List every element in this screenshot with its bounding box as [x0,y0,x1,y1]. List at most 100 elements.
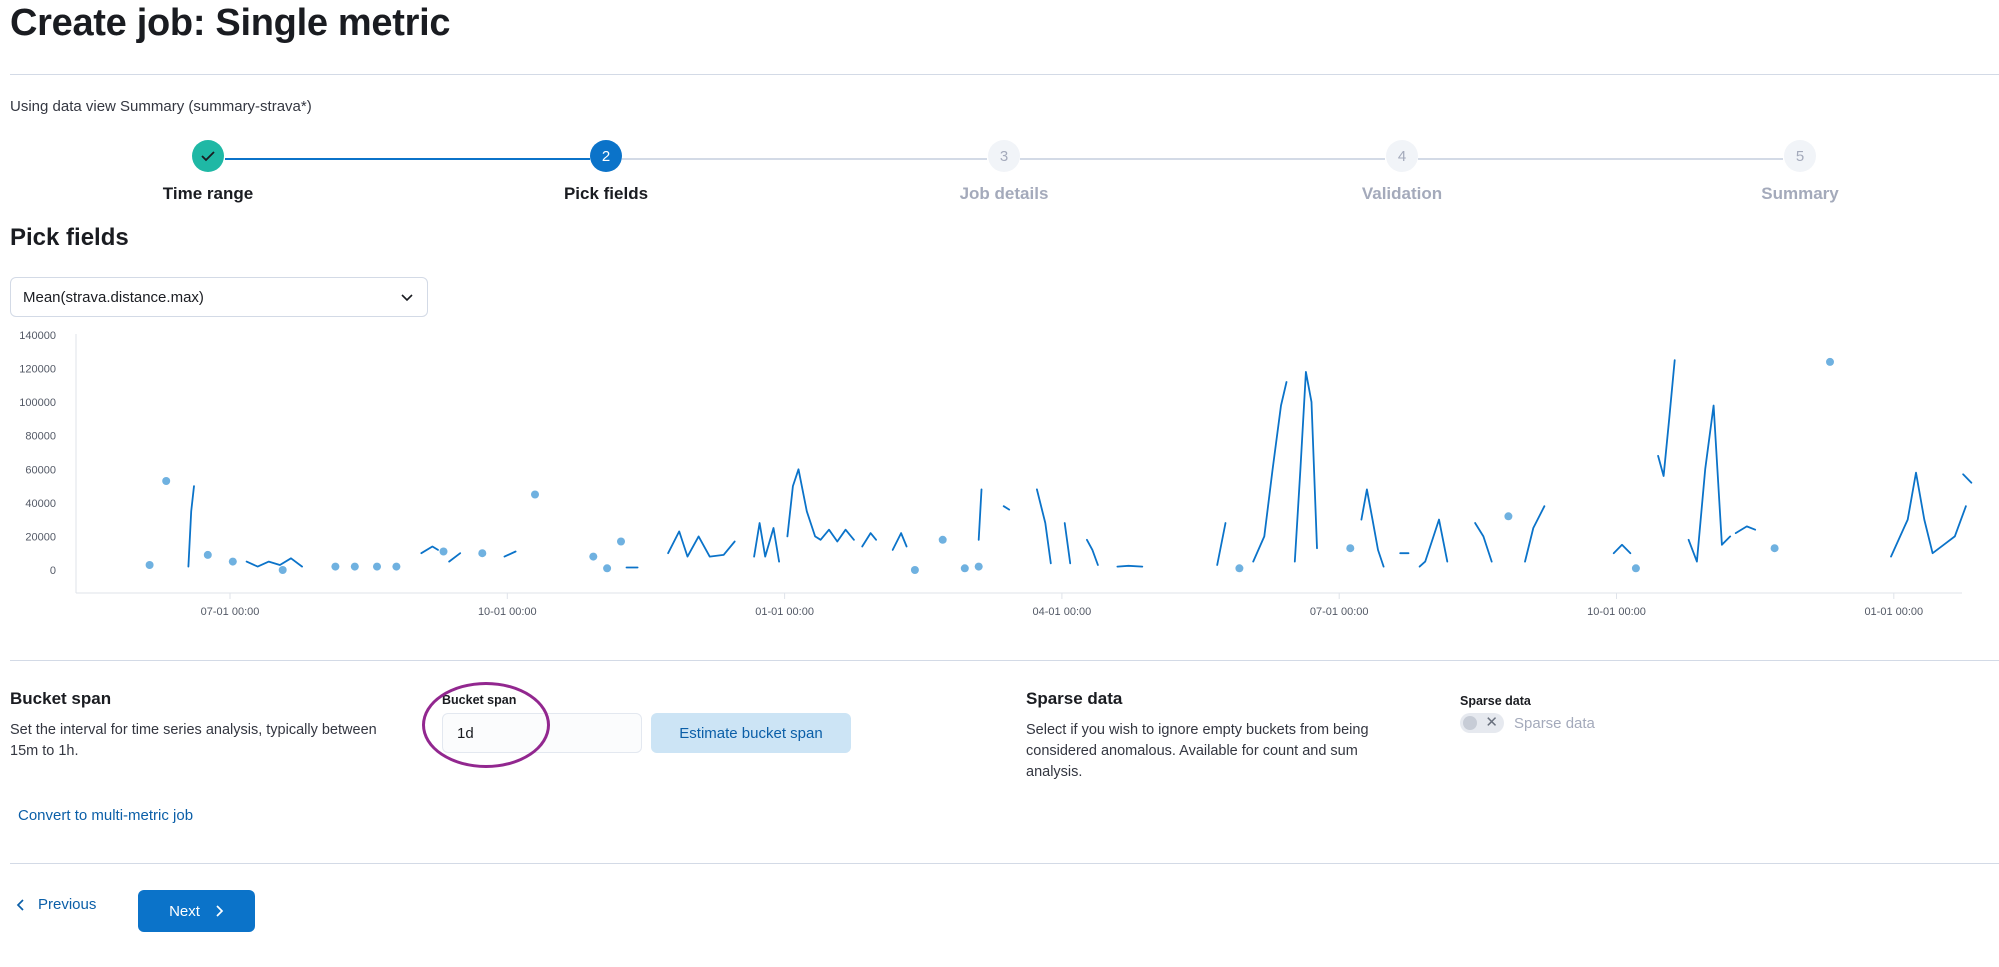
series-point [1346,544,1355,553]
sparse-data-toggle-label: Sparse data [1514,714,1595,732]
series-line-segment [1002,505,1011,511]
series-line-segment [977,488,983,541]
step-number: 3 [988,140,1020,172]
next-button[interactable]: Next [138,890,255,932]
bucket-span-input[interactable] [442,713,642,753]
series-point [331,562,340,571]
series-line-segment [753,522,780,563]
series-line-segment [1360,488,1385,568]
series-line-segment [187,485,195,568]
y-tick-label: 80000 [25,431,56,443]
series-line-segment [1474,522,1493,563]
field-select-value: Mean(strava.distance.max) [23,288,204,306]
previous-label: Previous [38,896,97,913]
series-line-segment [667,530,736,558]
step-number: 5 [1784,140,1816,172]
series-point [531,490,539,499]
series-line-segment [1687,404,1732,563]
series-point [162,477,171,485]
series-line-segment [1086,538,1099,566]
chart-divider [10,660,1999,661]
series-point [228,557,237,566]
series-line-segment [1890,471,1967,558]
series-line-segment [861,532,877,548]
x-tick-label: 10-01 00:00 [478,606,537,618]
series-point [589,552,598,561]
chevron-left-icon [16,898,24,911]
y-tick-label: 120000 [19,364,56,376]
page-title: Create job: Single metric [10,2,451,44]
series-line-segment [1036,488,1052,565]
sparse-data-switch[interactable]: ✕ Sparse data [1460,713,1595,733]
series-point [910,566,919,574]
series-point [1504,512,1513,521]
series-line-segment [891,532,908,551]
step-connector [225,158,590,160]
series-point [478,549,487,558]
step-pick-fields[interactable]: 2 Pick fields [466,140,746,204]
series-point [617,537,625,546]
title-divider [10,74,1999,75]
section-title: Pick fields [10,224,129,251]
series-point [603,564,612,573]
x-tick-label: 10-01 00:00 [1587,606,1646,618]
series-point [1826,357,1834,366]
y-tick-label: 40000 [25,498,56,510]
series-point [278,566,287,574]
series-line-segment [1116,564,1144,568]
series-line-segment [1418,518,1449,568]
y-tick-label: 100000 [19,397,56,409]
previous-button[interactable]: Previous [16,896,96,913]
footer-divider [10,863,1999,864]
chevron-right-icon [216,905,224,917]
series-line-segment [503,550,517,558]
data-view-info: Using data view Summary (summary-strava*… [10,98,312,115]
step-connector [622,158,987,160]
y-tick-label: 0 [50,565,56,577]
sparse-data-description: Select if you wish to ignore empty bucke… [1026,722,1369,780]
series-line-segment [1524,505,1546,563]
bucket-span-label: Bucket span [442,693,517,707]
check-icon [192,140,224,172]
series-point [350,562,359,571]
step-job-details: 3 Job details [864,140,1144,204]
step-connector [1418,158,1783,160]
series-line-segment [786,468,855,543]
bucket-span-description: Set the interval for time series analysi… [10,722,377,759]
x-tick-label: 01-01 00:00 [755,606,814,618]
step-number: 4 [1386,140,1418,172]
series-point [203,550,212,559]
series-line-segment [1962,473,1973,484]
chevron-down-icon [401,294,413,302]
step-label: Job details [959,184,1049,203]
series-point [373,562,381,571]
field-select[interactable]: Mean(strava.distance.max) [10,277,428,317]
series-line-segment [1612,543,1632,555]
series-point [1631,564,1640,573]
x-tick-label: 01-01 00:00 [1864,606,1923,618]
step-validation: 4 Validation [1262,140,1542,204]
series-point [1235,564,1244,573]
step-time-range[interactable]: Time range [68,140,348,204]
series-line-segment [1063,522,1072,565]
step-label: Pick fields [563,184,649,203]
toggle-knob [1463,716,1477,730]
x-tick-label: 04-01 00:00 [1033,606,1092,618]
y-tick-label: 20000 [25,531,56,543]
series-line-segment [420,545,439,555]
y-tick-label: 60000 [25,464,56,476]
toggle-switch[interactable]: ✕ [1460,713,1504,733]
step-number: 2 [590,140,622,172]
sparse-data-title: Sparse data [1026,689,1123,708]
convert-multi-metric-link[interactable]: Convert to multi-metric job [18,807,194,824]
series-point [1770,544,1779,553]
series-line-segment [245,557,304,568]
step-label: Summary [1761,184,1839,203]
series-line-segment [1216,522,1227,566]
x-tick-label: 07-01 00:00 [201,606,260,618]
metric-chart: 0 20000 40000 60000 80000 100000 120000 140000 0… [19,330,1973,618]
step-connector [1020,158,1385,160]
bucket-span-title: Bucket span [10,689,112,708]
cross-icon: ✕ [1485,714,1498,731]
estimate-bucket-span-button[interactable]: Estimate bucket span [651,713,851,753]
